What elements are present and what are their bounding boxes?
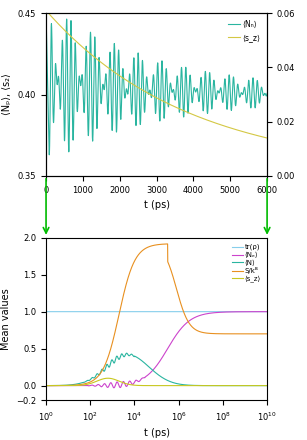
S/kᴮ <box>263 331 267 337</box>
⟨s_z⟩ <box>44 383 48 388</box>
S/kᴮ <box>166 241 169 246</box>
⟨Nₑ⟩ <box>112 385 116 390</box>
⟨s_z⟩ <box>263 383 267 388</box>
S/kᴮ <box>143 246 147 251</box>
⟨N⟩ <box>127 353 131 358</box>
⟨Nₙ⟩ <box>208 72 212 77</box>
⟨N⟩ <box>97 372 100 377</box>
⟨Nₑ⟩ <box>265 309 269 314</box>
tr(ρ) <box>127 309 131 314</box>
X-axis label: t (ps): t (ps) <box>144 200 169 210</box>
⟨Nₑ⟩ <box>263 309 267 314</box>
⟨s_z⟩ <box>44 8 48 13</box>
S/kᴮ <box>127 271 131 276</box>
⟨s_z⟩ <box>175 105 179 110</box>
⟨Nₙ⟩ <box>220 92 223 97</box>
Line: ⟨N⟩: ⟨N⟩ <box>46 353 267 385</box>
⟨Nₙ⟩ <box>55 82 59 87</box>
⟨s_z⟩ <box>55 20 59 25</box>
⟨s_z⟩ <box>124 77 128 83</box>
⟨s_z⟩ <box>265 383 269 388</box>
⟨s_z⟩ <box>208 118 212 124</box>
Line: ⟨s_z⟩: ⟨s_z⟩ <box>46 378 267 385</box>
S/kᴮ <box>97 373 100 378</box>
Line: ⟨s_z⟩: ⟨s_z⟩ <box>46 11 267 138</box>
⟨Nₙ⟩ <box>185 76 188 81</box>
X-axis label: t (ps): t (ps) <box>144 428 169 438</box>
tr(ρ) <box>95 309 99 314</box>
⟨N⟩ <box>143 361 147 366</box>
⟨s_z⟩ <box>127 382 131 387</box>
⟨Nₙ⟩ <box>47 152 51 158</box>
⟨Nₑ⟩ <box>143 374 147 380</box>
⟨Nₙ⟩ <box>265 91 269 96</box>
⟨s_z⟩ <box>95 378 99 384</box>
⟨s_z⟩ <box>220 122 223 128</box>
⟨Nₑ⟩ <box>44 383 48 388</box>
⟨Nₑ⟩ <box>127 378 131 384</box>
S/kᴮ <box>98 372 102 377</box>
tr(ρ) <box>44 309 48 314</box>
tr(ρ) <box>265 309 269 314</box>
⟨Nₙ⟩ <box>44 11 48 16</box>
⟨N⟩ <box>125 351 128 356</box>
⟨s_z⟩ <box>106 376 110 381</box>
⟨N⟩ <box>98 372 102 377</box>
⟨Nₙ⟩ <box>175 76 179 81</box>
Legend: tr(ρ), ⟨Nₑ⟩, ⟨N⟩, S/kᴮ, ⟨s_z⟩: tr(ρ), ⟨Nₑ⟩, ⟨N⟩, S/kᴮ, ⟨s_z⟩ <box>229 241 264 285</box>
S/kᴮ <box>265 331 269 337</box>
⟨Nₑ⟩ <box>97 382 100 387</box>
Y-axis label: Mean values: Mean values <box>1 288 11 350</box>
Y-axis label: ⟨Nₚ⟩, ⟨s₂⟩: ⟨Nₚ⟩, ⟨s₂⟩ <box>2 73 12 115</box>
⟨N⟩ <box>95 371 99 376</box>
tr(ρ) <box>143 309 147 314</box>
Line: ⟨Nₑ⟩: ⟨Nₑ⟩ <box>46 312 267 388</box>
⟨Nₑ⟩ <box>98 383 102 388</box>
⟨Nₙ⟩ <box>124 87 128 92</box>
⟨N⟩ <box>263 383 267 388</box>
tr(ρ) <box>263 309 267 314</box>
Legend: ⟨Nₙ⟩, ⟨s_z⟩: ⟨Nₙ⟩, ⟨s_z⟩ <box>225 17 263 45</box>
⟨s_z⟩ <box>185 109 188 114</box>
⟨s_z⟩ <box>265 136 269 141</box>
Line: ⟨Nₙ⟩: ⟨Nₙ⟩ <box>46 13 267 155</box>
⟨N⟩ <box>44 383 48 388</box>
⟨N⟩ <box>265 383 269 388</box>
Line: S/kᴮ: S/kᴮ <box>46 244 267 385</box>
S/kᴮ <box>95 374 99 380</box>
tr(ρ) <box>98 309 102 314</box>
S/kᴮ <box>44 383 48 388</box>
⟨s_z⟩ <box>143 383 147 388</box>
⟨s_z⟩ <box>97 378 100 383</box>
⟨Nₑ⟩ <box>95 382 99 388</box>
tr(ρ) <box>97 309 100 314</box>
⟨s_z⟩ <box>98 378 102 383</box>
